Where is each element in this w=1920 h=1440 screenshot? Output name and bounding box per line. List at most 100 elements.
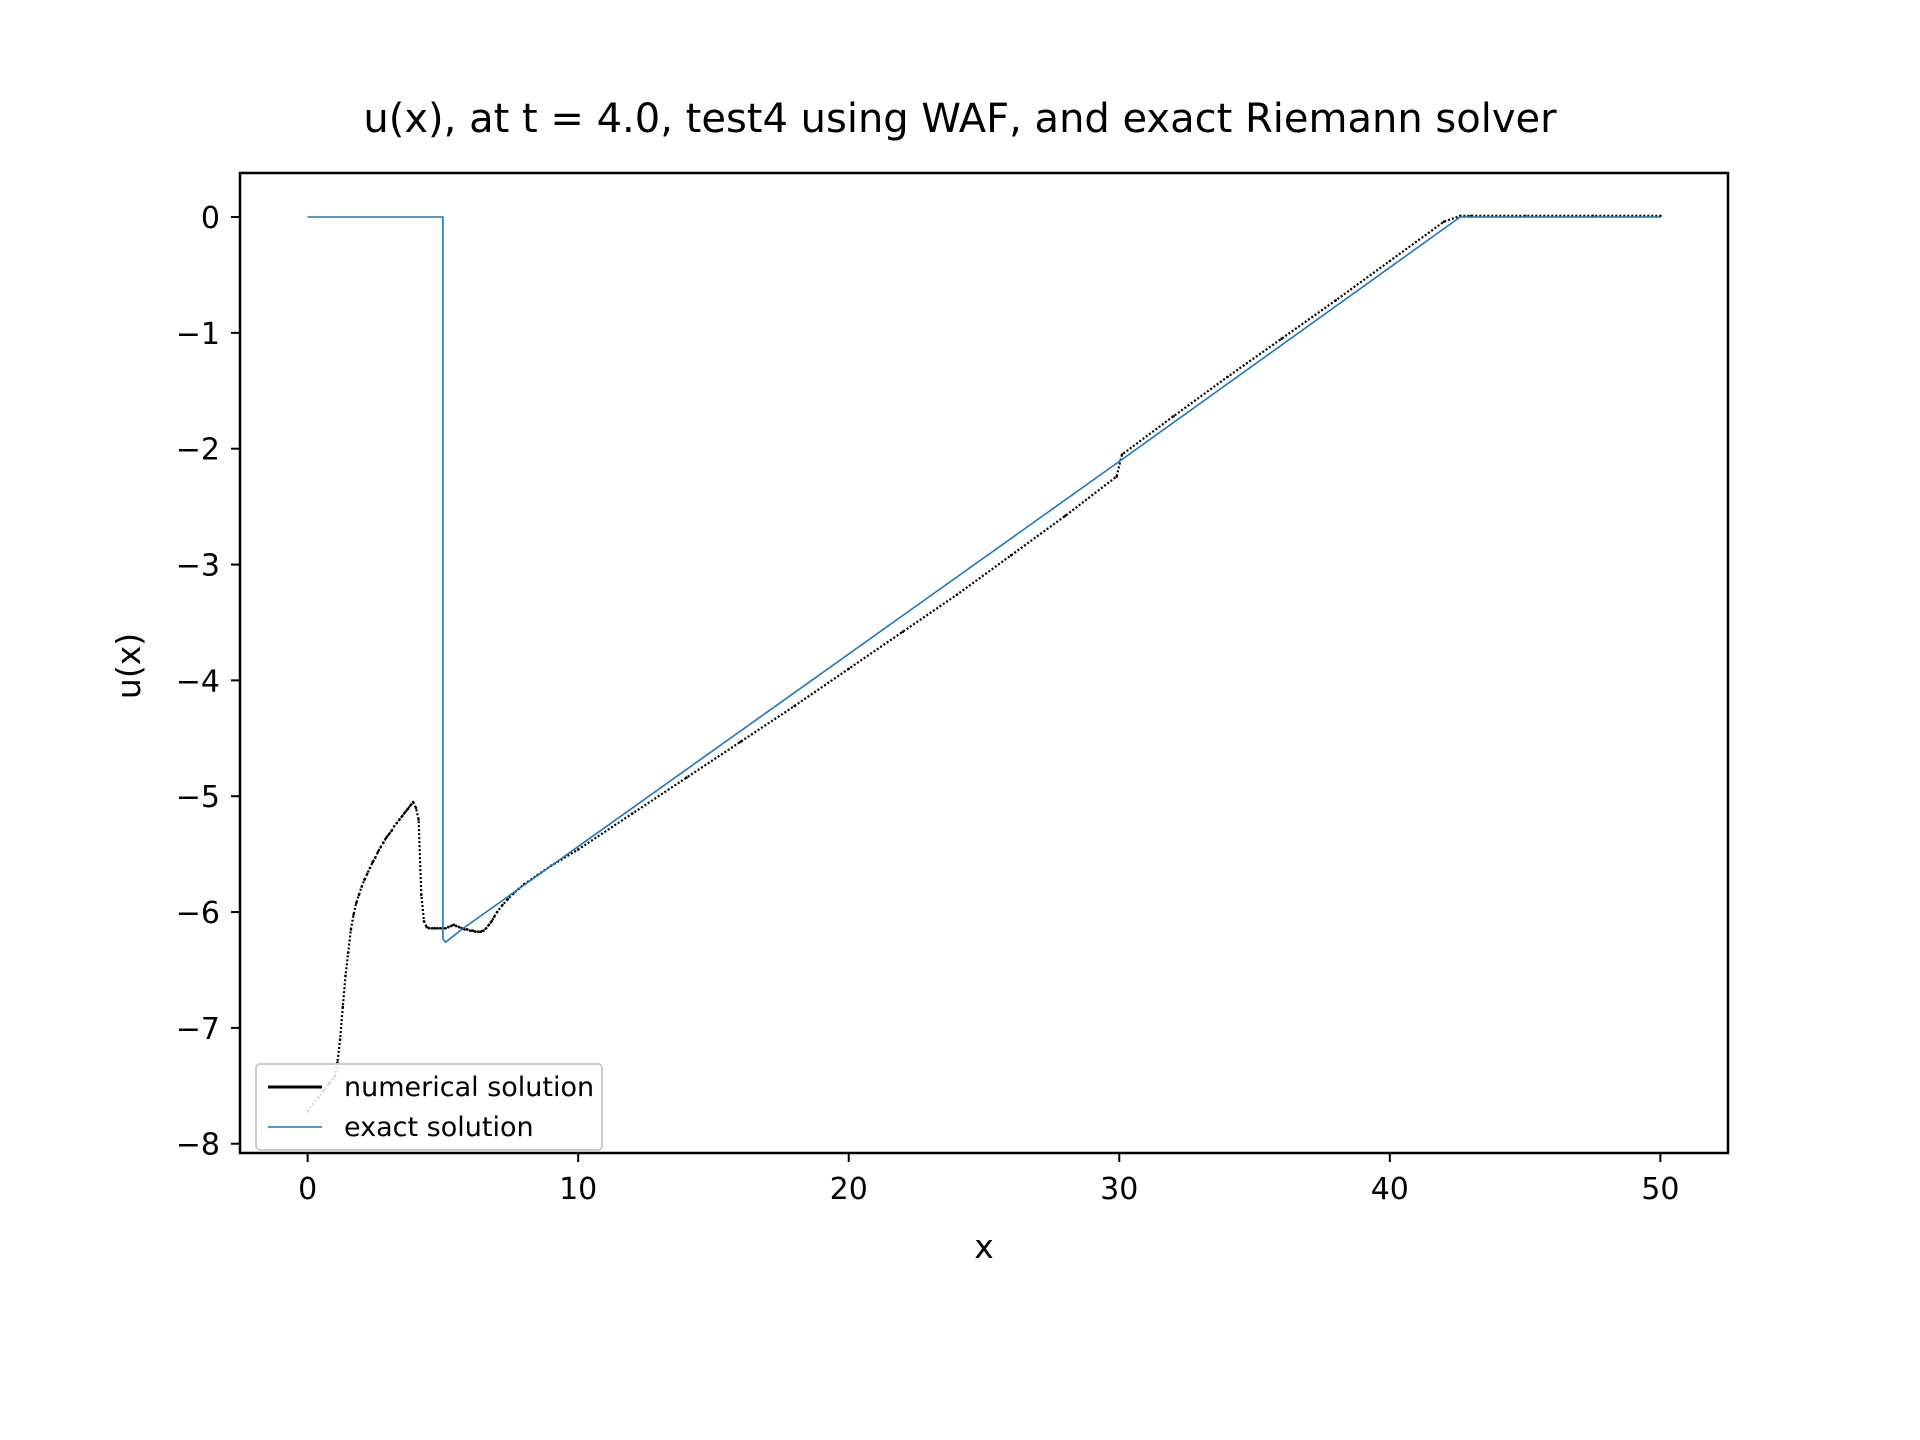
y-tick-label: −4	[176, 664, 220, 699]
data-point	[390, 829, 393, 833]
data-point	[793, 704, 796, 708]
x-tick-label: 40	[1371, 1172, 1409, 1207]
data-point	[365, 872, 369, 876]
data-point	[466, 928, 469, 931]
data-point	[471, 929, 475, 932]
data-point	[452, 923, 456, 927]
data-point	[457, 925, 461, 929]
y-axis: 0 −1 −2 −3 −4 −5 −6 −7 −8	[176, 201, 240, 1163]
data-point	[355, 901, 358, 905]
chart-title: u(x), at t = 4.0, test4 using WAF, and e…	[363, 96, 1557, 142]
y-tick-label: −5	[176, 780, 220, 815]
plot-area	[306, 214, 1662, 1113]
data-point	[346, 951, 350, 954]
data-point	[1063, 514, 1067, 518]
data-point	[447, 925, 450, 929]
data-point	[395, 821, 399, 825]
x-tick-label: 20	[830, 1172, 868, 1207]
legend: numerical solution exact solution	[255, 1063, 603, 1151]
data-point	[422, 920, 426, 923]
data-point	[352, 913, 355, 916]
data-point	[357, 893, 361, 896]
data-point	[371, 860, 374, 864]
data-point	[1009, 554, 1013, 557]
y-tick-label: −6	[176, 896, 220, 931]
data-point	[506, 898, 510, 901]
y-tick-label: −7	[176, 1012, 220, 1047]
y-tick-label: −2	[176, 433, 220, 468]
data-point	[338, 1038, 342, 1041]
data-point	[387, 833, 391, 836]
data-point	[406, 807, 410, 811]
data-point	[476, 930, 480, 933]
data-point	[455, 924, 458, 928]
series-numerical-solution	[306, 214, 1662, 1113]
data-point	[417, 818, 420, 821]
data-point	[384, 836, 388, 840]
x-tick-label: 30	[1100, 1172, 1138, 1207]
data-point	[739, 740, 742, 744]
data-point	[493, 915, 496, 918]
data-point	[382, 841, 385, 844]
data-point	[479, 930, 483, 933]
data-point	[847, 667, 850, 671]
x-tick-label: 0	[298, 1172, 317, 1207]
x-tick-label: 50	[1641, 1172, 1679, 1207]
data-point	[685, 776, 688, 779]
legend-label: exact solution	[344, 1112, 534, 1143]
data-point	[425, 925, 429, 929]
y-tick-label: 0	[201, 201, 220, 236]
data-point	[379, 845, 383, 849]
y-tick-label: −1	[176, 317, 220, 352]
data-point	[482, 929, 485, 932]
x-tick-label: 10	[559, 1172, 597, 1207]
data-point	[392, 825, 396, 828]
data-point	[576, 848, 580, 851]
x-axis: 0 10 20 30 40 50	[298, 1153, 1679, 1207]
data-point	[376, 850, 380, 854]
data-point	[474, 930, 477, 933]
data-point	[1115, 475, 1118, 478]
data-point	[349, 928, 353, 931]
y-axis-label: u(x)	[109, 633, 148, 699]
data-point	[398, 818, 401, 821]
data-point	[1280, 337, 1283, 341]
data-point	[433, 927, 437, 930]
plot-frame	[238, 171, 1730, 1155]
data-point	[490, 920, 493, 923]
data-point	[1388, 259, 1392, 263]
data-point	[436, 927, 439, 930]
data-point	[363, 878, 366, 881]
data-point	[901, 630, 905, 633]
legend-box	[255, 1063, 603, 1151]
data-point	[428, 927, 431, 930]
x-axis-label: x	[974, 1227, 994, 1266]
data-point	[484, 927, 488, 930]
data-point	[1334, 299, 1337, 302]
data-point	[374, 856, 377, 859]
data-point	[430, 927, 434, 930]
series-line-exact-solution	[307, 216, 1661, 944]
data-point	[449, 924, 453, 928]
series-line-numerical-solution	[306, 214, 1661, 1112]
y-tick-label: −3	[176, 549, 220, 584]
data-point	[1172, 415, 1175, 418]
data-point	[368, 866, 372, 870]
data-point	[631, 812, 634, 815]
data-point	[403, 811, 407, 814]
y-tick-label: −8	[176, 1128, 220, 1163]
data-point	[501, 903, 504, 907]
data-point	[1226, 375, 1229, 379]
data-point	[344, 974, 347, 978]
data-point	[401, 814, 404, 818]
data-point	[468, 929, 472, 932]
data-point	[1442, 220, 1446, 223]
data-point	[360, 885, 364, 888]
data-point	[444, 927, 447, 930]
legend-label: numerical solution	[344, 1072, 594, 1103]
data-point	[341, 1005, 345, 1009]
data-point	[487, 923, 491, 927]
data-point	[955, 593, 959, 596]
data-point	[438, 927, 442, 930]
